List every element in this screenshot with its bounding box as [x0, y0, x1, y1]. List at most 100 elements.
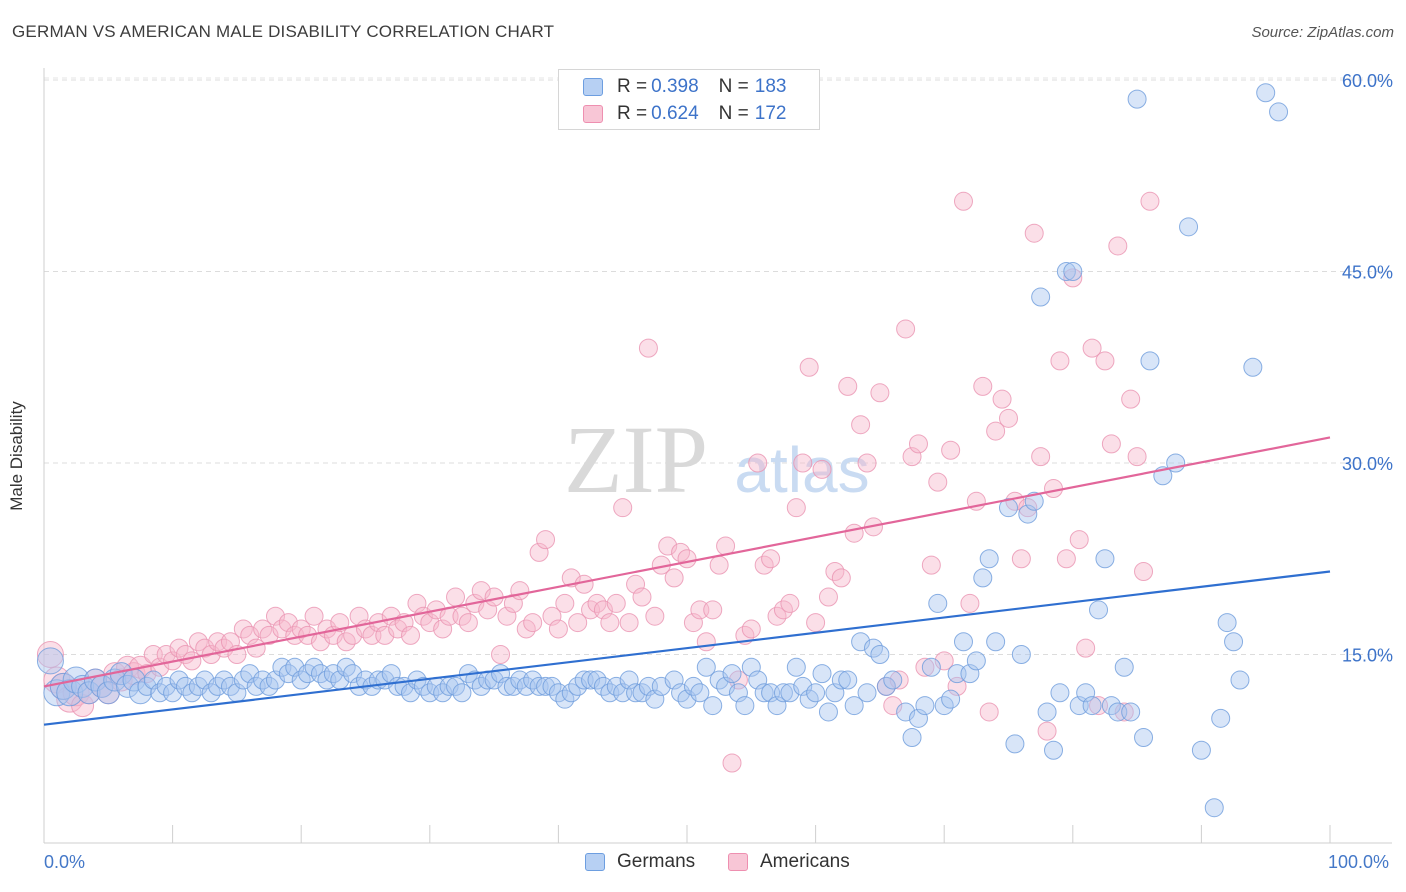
american-point	[786, 498, 806, 518]
american-point	[953, 191, 973, 211]
german-point	[767, 696, 787, 716]
americans-trend-line	[43, 436, 1331, 688]
american-point	[741, 619, 761, 639]
american-point	[1108, 236, 1128, 256]
german-point	[96, 681, 120, 705]
german-point	[741, 657, 761, 677]
american-point	[979, 702, 999, 722]
american-point	[896, 319, 916, 339]
x-tick-max: 100.0%	[1328, 852, 1390, 872]
german-point	[1011, 645, 1031, 664]
american-point	[999, 408, 1018, 428]
american-point	[401, 625, 421, 645]
germans-trend-line	[43, 570, 1331, 726]
legend-r-value: 0.624	[651, 103, 699, 124]
watermark-zip: ZIP	[564, 406, 708, 513]
german-point	[728, 683, 748, 703]
y-axis-title: Male Disability	[7, 401, 26, 511]
american-point	[812, 459, 832, 479]
legend-r-value: 0.398	[651, 76, 699, 97]
german-point	[1031, 287, 1051, 307]
legend-n-value: 172	[754, 103, 787, 124]
german-point	[812, 664, 832, 684]
german-point	[1204, 798, 1224, 818]
german-point	[1063, 262, 1083, 281]
legend-r-label: R =	[617, 103, 648, 124]
american-point	[548, 619, 568, 639]
american-point	[973, 376, 993, 396]
german-point	[908, 708, 928, 728]
german-point	[703, 696, 723, 716]
german-point	[1191, 740, 1211, 760]
american-point	[806, 613, 826, 633]
x-tick-min: 0.0%	[44, 852, 86, 872]
american-point	[831, 568, 851, 588]
german-point	[1005, 734, 1025, 754]
german-point	[722, 664, 742, 684]
german-point	[1217, 613, 1237, 633]
american-point	[458, 613, 478, 633]
trend-lines	[43, 436, 1331, 726]
watermark-atlas: atlas	[734, 434, 869, 506]
american-point	[1069, 530, 1089, 550]
american-point	[986, 421, 1006, 441]
german-point	[1056, 262, 1076, 281]
legend-label-germans: Germans	[617, 851, 696, 872]
german-point	[1082, 696, 1102, 716]
watermark: ZIP atlas	[564, 406, 870, 513]
american-point	[529, 542, 549, 562]
american-point	[600, 613, 620, 633]
american-point	[851, 415, 871, 435]
german-point	[915, 696, 935, 716]
american-point	[1082, 338, 1102, 358]
american-point	[1037, 721, 1057, 741]
german-point	[452, 683, 472, 703]
german-point	[1121, 702, 1141, 722]
american-point	[626, 574, 646, 594]
american-point	[330, 613, 350, 633]
german-point	[1243, 357, 1263, 377]
german-point	[619, 670, 639, 690]
german-point	[748, 670, 768, 690]
american-point	[645, 606, 665, 626]
legend-r-label: R =	[617, 76, 648, 97]
chart-title: GERMAN VS AMERICAN MALE DISABILITY CORRE…	[12, 22, 555, 41]
american-point	[1101, 434, 1121, 454]
german-point	[773, 683, 793, 703]
american-point	[992, 389, 1012, 409]
american-point	[1127, 447, 1147, 467]
legend-item-germans[interactable]: Germans	[585, 851, 695, 873]
legend-n-label: N =	[718, 76, 749, 97]
american-point	[1031, 447, 1051, 467]
german-point	[664, 670, 684, 690]
american-point	[36, 641, 64, 668]
german-point	[870, 645, 890, 664]
y-tick-label: 15.0%	[1342, 646, 1393, 666]
american-point	[960, 593, 980, 613]
german-point	[1140, 351, 1160, 371]
americans-swatch	[583, 105, 603, 123]
american-point	[696, 632, 716, 652]
german-point	[754, 683, 774, 703]
american-point	[748, 453, 768, 473]
german-point	[1095, 549, 1115, 569]
german-point	[1230, 670, 1250, 690]
axes	[43, 68, 1392, 844]
american-point	[491, 645, 511, 664]
y-tick-label: 30.0%	[1342, 454, 1393, 474]
german-point	[1037, 702, 1057, 722]
german-point	[973, 568, 993, 588]
american-point	[619, 613, 639, 633]
y-tick-label: 60.0%	[1342, 71, 1393, 91]
legend-row-americans: R = 0.624 N = 172	[583, 102, 786, 126]
american-point	[555, 593, 575, 613]
american-point	[941, 440, 961, 460]
american-point	[761, 549, 781, 569]
german-point	[1224, 632, 1244, 652]
german-point	[1269, 102, 1289, 122]
american-point	[709, 555, 729, 575]
american-point	[857, 453, 877, 473]
legend-item-americans[interactable]: Americans	[728, 851, 850, 873]
german-point	[56, 679, 84, 707]
german-point	[77, 681, 101, 705]
